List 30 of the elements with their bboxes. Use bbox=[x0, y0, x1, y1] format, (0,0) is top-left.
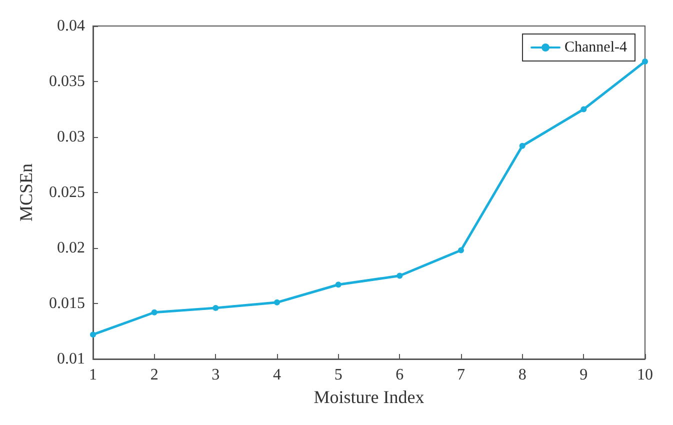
x-tick-label: 4 bbox=[273, 366, 281, 384]
y-tick-label: 0.03 bbox=[57, 128, 85, 146]
y-axis-title: MCSEn bbox=[16, 163, 36, 222]
point bbox=[90, 332, 96, 338]
x-tick-label: 7 bbox=[457, 366, 465, 384]
y-tick-label: 0.02 bbox=[57, 240, 85, 256]
y-tick-label: 0.035 bbox=[49, 73, 85, 90]
point bbox=[458, 247, 464, 254]
x-tick-label: 8 bbox=[518, 366, 526, 384]
y-tick-label: 0.01 bbox=[57, 350, 85, 368]
x-tick-label: 10 bbox=[637, 366, 653, 384]
x-tick-label: 5 bbox=[334, 366, 342, 384]
x-axis-title: Moisture Index bbox=[314, 386, 424, 407]
point bbox=[519, 142, 526, 149]
point bbox=[274, 299, 280, 306]
y-tick-label: 0.04 bbox=[57, 18, 85, 34]
point bbox=[396, 272, 403, 279]
point bbox=[212, 304, 219, 311]
x-tick-label: 3 bbox=[212, 366, 220, 384]
x-tick-label: 1 bbox=[89, 366, 97, 384]
point bbox=[151, 309, 158, 316]
x-tick-label: 2 bbox=[150, 366, 158, 384]
point bbox=[580, 106, 587, 112]
x-tick-label: 6 bbox=[396, 366, 404, 384]
y-tick-label: 0.015 bbox=[49, 295, 85, 312]
legend-label: Channel-4 bbox=[564, 40, 628, 56]
point bbox=[335, 282, 342, 288]
x-tick-label: 9 bbox=[580, 366, 588, 384]
y-tick-label: 0.025 bbox=[49, 184, 85, 201]
point bbox=[642, 58, 648, 65]
